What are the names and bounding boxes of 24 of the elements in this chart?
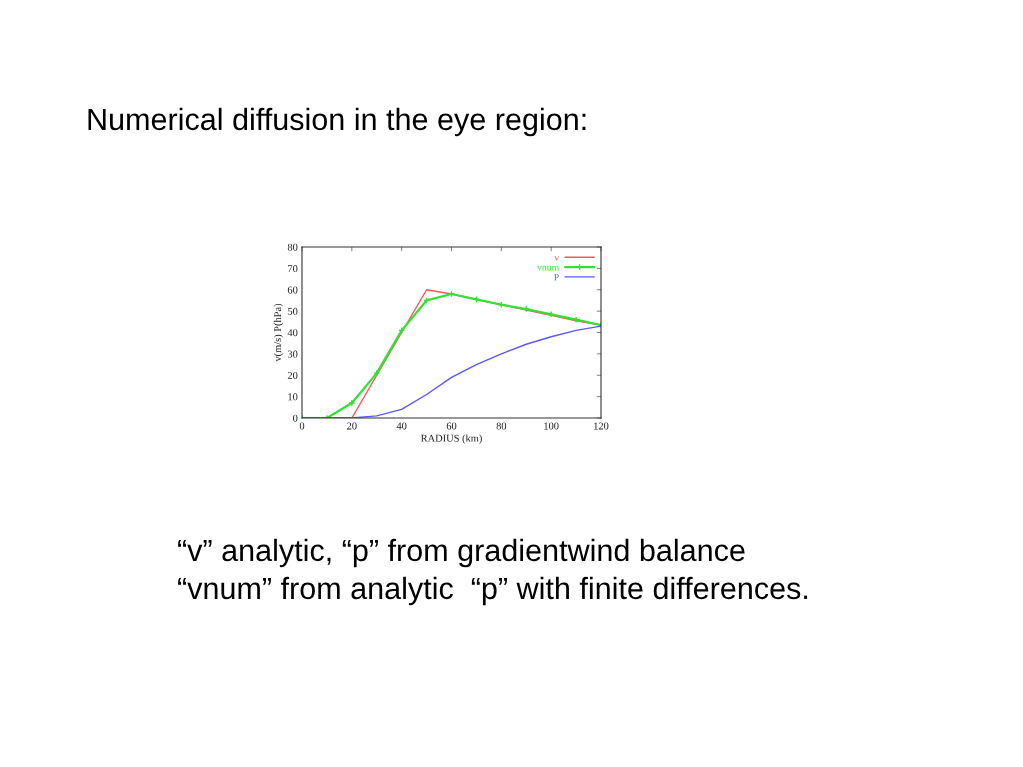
y-tick-label: 60 [287, 286, 298, 294]
x-tick-label: 100 [544, 422, 559, 430]
x-tick-label: 120 [594, 422, 609, 430]
text: “v” analytic, “p” from gradientwind balance [178, 538, 745, 568]
chart-title: Numerical diffusion in the eye region: [88, 107, 586, 137]
x-axis-title: RADIUS (km) [420, 434, 482, 444]
legend-label: vnum [537, 265, 560, 271]
y-tick-label: 80 [287, 243, 298, 251]
y-tick-label: 40 [287, 329, 298, 337]
legend-label: v [554, 256, 560, 261]
x-tick-label: 40 [396, 422, 407, 430]
y-axis-title: v(m/s) P(hPa) [273, 303, 284, 362]
legend-label: P [554, 273, 559, 281]
x-tick-label: 0 [299, 422, 305, 430]
y-tick-label: 30 [287, 350, 298, 358]
x-tick-label: 20 [347, 422, 357, 430]
x-tick-label: 60 [446, 422, 457, 430]
y-tick-label: 70 [288, 265, 298, 273]
y-tick-label: 20 [287, 371, 298, 379]
text: “vnum” from analytic “p” with finite differences. [178, 576, 808, 606]
y-tick-label: 0 [293, 414, 298, 422]
x-tick-label: 80 [496, 422, 507, 430]
y-tick-label: 10 [288, 393, 298, 401]
y-tick-label: 50 [288, 307, 298, 315]
